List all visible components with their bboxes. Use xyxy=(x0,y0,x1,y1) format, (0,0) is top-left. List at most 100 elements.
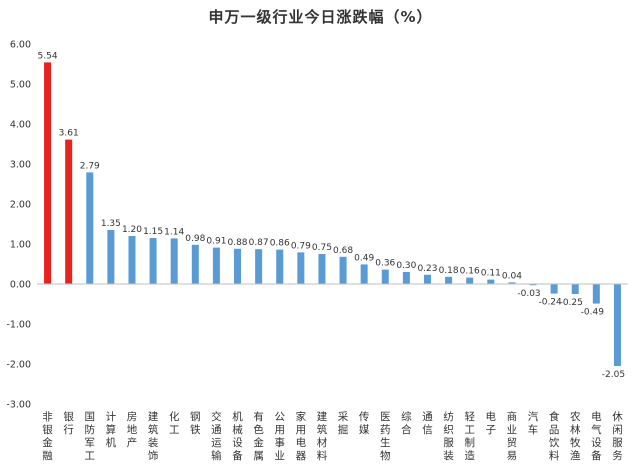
bar xyxy=(402,272,410,284)
data-label: -2.05 xyxy=(602,370,625,380)
x-tick-label: 有色金属 xyxy=(253,410,264,462)
data-label: 0.86 xyxy=(270,239,290,249)
bar xyxy=(445,276,453,284)
x-tick-label: 综合 xyxy=(401,410,412,436)
data-label: -0.25 xyxy=(560,298,583,308)
data-label: 0.79 xyxy=(291,241,311,251)
data-label: 0.87 xyxy=(249,238,269,248)
x-tick-label: 汽车 xyxy=(528,410,539,436)
data-label: 0.91 xyxy=(206,237,226,247)
bar xyxy=(128,236,136,284)
bar-series xyxy=(44,62,621,366)
x-tick-label: 电气设备 xyxy=(591,410,602,462)
y-tick-label: 5.00 xyxy=(10,80,31,91)
bar xyxy=(212,247,220,284)
x-tick-label: 纺织服装 xyxy=(443,410,454,462)
bar xyxy=(613,284,621,366)
bar xyxy=(529,284,537,286)
bar xyxy=(360,264,368,284)
y-tick-label: 6.00 xyxy=(10,40,31,51)
x-tick-label: 机械设备 xyxy=(232,410,243,462)
data-label: 0.18 xyxy=(439,266,459,276)
bar xyxy=(170,238,178,284)
y-tick-label: -1.00 xyxy=(6,320,31,331)
data-label: -0.24 xyxy=(538,298,562,308)
x-tick-label: 电子 xyxy=(486,410,497,436)
x-axis: 非银金融银行国防军工计算机房地产建筑装饰化工钢铁交通运输机械设备有色金属公用事业… xyxy=(37,283,628,462)
x-tick-label: 商业贸易 xyxy=(507,410,518,462)
x-tick-label: 轻工制造 xyxy=(464,410,475,462)
bar xyxy=(65,139,73,284)
bar xyxy=(381,269,389,284)
y-tick-label: -3.00 xyxy=(6,400,31,411)
bar xyxy=(191,244,199,284)
bar xyxy=(508,282,516,284)
y-tick-label: 4.00 xyxy=(10,120,31,131)
x-tick-label: 非银金融 xyxy=(42,411,53,462)
data-label: 0.88 xyxy=(227,238,247,248)
x-tick-label: 家用电器 xyxy=(296,410,307,462)
x-tick-label: 化工 xyxy=(169,410,180,436)
x-tick-label: 采掘 xyxy=(338,411,349,436)
data-label: 5.54 xyxy=(38,51,58,61)
x-tick-label: 钢铁 xyxy=(190,410,201,436)
bar xyxy=(487,279,495,284)
data-label: -0.03 xyxy=(517,289,540,299)
x-tick-label: 公用事业 xyxy=(274,411,285,462)
data-label: 0.49 xyxy=(354,253,374,263)
bar xyxy=(466,277,474,284)
bar xyxy=(44,62,52,285)
data-label: 0.68 xyxy=(333,246,353,256)
data-label: 0.98 xyxy=(185,234,205,244)
chart-title: 申万一级行业今日涨跌幅（%） xyxy=(208,8,433,26)
y-tick-label: 2.00 xyxy=(10,200,31,211)
data-label: 3.61 xyxy=(59,129,79,139)
x-tick-label: 食品饮料 xyxy=(549,410,560,462)
data-label: 1.35 xyxy=(101,219,121,229)
data-label-group: 5.54 3.61 2.79 1.351.20 1.15 1.140.98 0.91 0.88… xyxy=(38,51,626,380)
bar xyxy=(318,254,326,284)
bar xyxy=(550,284,558,294)
y-tick-label: -2.00 xyxy=(6,360,31,371)
bar xyxy=(297,252,305,284)
bar xyxy=(339,256,347,284)
bar xyxy=(423,274,431,284)
x-tick-label: 建筑材料 xyxy=(317,410,328,462)
x-tick-label: 农林牧渔 xyxy=(570,410,581,462)
y-tick-label: 1.00 xyxy=(10,240,31,251)
bar xyxy=(276,249,284,284)
bar xyxy=(86,172,94,284)
y-tick-label: 0.00 xyxy=(10,280,31,291)
x-tick-label: 交通运输 xyxy=(211,410,222,462)
x-tick-label: 国防军工 xyxy=(85,411,96,462)
data-label: 2.79 xyxy=(80,161,100,171)
data-label: -0.49 xyxy=(581,308,605,318)
bar xyxy=(592,284,600,304)
bar xyxy=(149,238,157,284)
x-tick-label: 医药生物 xyxy=(380,411,391,462)
data-label: 1.20 xyxy=(122,225,142,235)
bar xyxy=(234,248,242,284)
x-tick-label: 通信 xyxy=(422,411,433,436)
data-label: 0.30 xyxy=(396,261,416,271)
y-axis: -3.00 -2.00 -1.00 0.00 1.00 2.00 3.00 4.00 5.00 6… xyxy=(6,40,31,411)
data-label: 0.23 xyxy=(417,264,437,274)
x-tick-label: 银行 xyxy=(63,410,74,436)
x-tick-label: 房地产 xyxy=(127,410,138,449)
data-label: 0.16 xyxy=(460,267,480,277)
data-label: 0.04 xyxy=(502,271,522,281)
data-label: 1.15 xyxy=(143,227,163,237)
x-tick-label: 休闲服务 xyxy=(612,411,623,462)
data-label: 0.36 xyxy=(375,259,395,269)
bar xyxy=(571,284,579,294)
x-tick-label: 传媒 xyxy=(359,411,370,436)
data-label: 0.11 xyxy=(481,269,501,279)
x-tick-label: 建筑装饰 xyxy=(148,410,159,462)
bar xyxy=(107,230,115,284)
bar xyxy=(255,249,263,284)
y-tick-label: 3.00 xyxy=(10,160,31,171)
data-label: 0.75 xyxy=(312,243,332,253)
x-tick-label: 计算机 xyxy=(106,410,117,449)
